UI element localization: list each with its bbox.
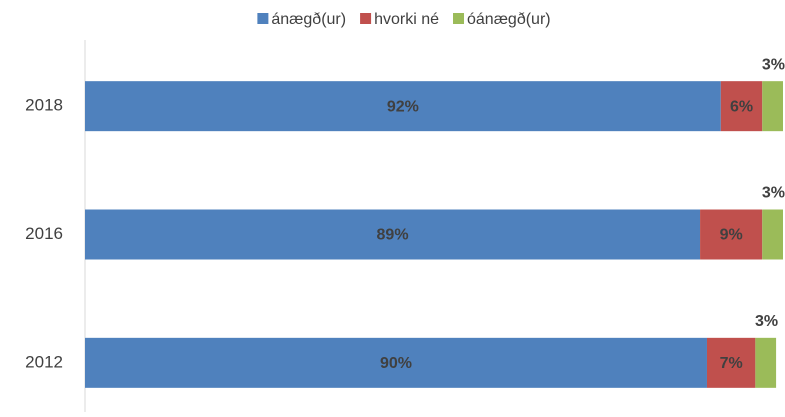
bar-segment [85, 81, 721, 132]
y-tick-label: 2016 [25, 224, 63, 243]
bar-segment [706, 337, 756, 388]
data-label: 92% [387, 98, 419, 115]
data-label: 6% [730, 98, 753, 115]
bar-segment [700, 209, 763, 260]
data-label: 3% [762, 185, 785, 202]
data-label: 90% [380, 355, 412, 372]
bar-segment [755, 337, 777, 388]
data-label: 3% [762, 56, 785, 73]
legend-swatch [453, 13, 465, 24]
data-label: 89% [377, 227, 409, 244]
data-label: 7% [720, 355, 743, 372]
y-tick-label: 2018 [25, 96, 63, 115]
bar-segment [762, 81, 783, 132]
data-label: 9% [720, 227, 743, 244]
legend-label: hvorki né [374, 11, 439, 28]
bar-segment [85, 209, 701, 260]
y-tick-label: 2012 [25, 352, 63, 371]
data-label: 3% [755, 313, 778, 330]
legend-label: ánægð(ur) [271, 11, 346, 28]
legend-swatch [360, 13, 372, 24]
legend-swatch [257, 13, 269, 24]
bar-segment [720, 81, 763, 132]
bar-segment [762, 209, 783, 260]
legend-label: óánægð(ur) [467, 11, 551, 28]
bar-segment [85, 337, 707, 388]
